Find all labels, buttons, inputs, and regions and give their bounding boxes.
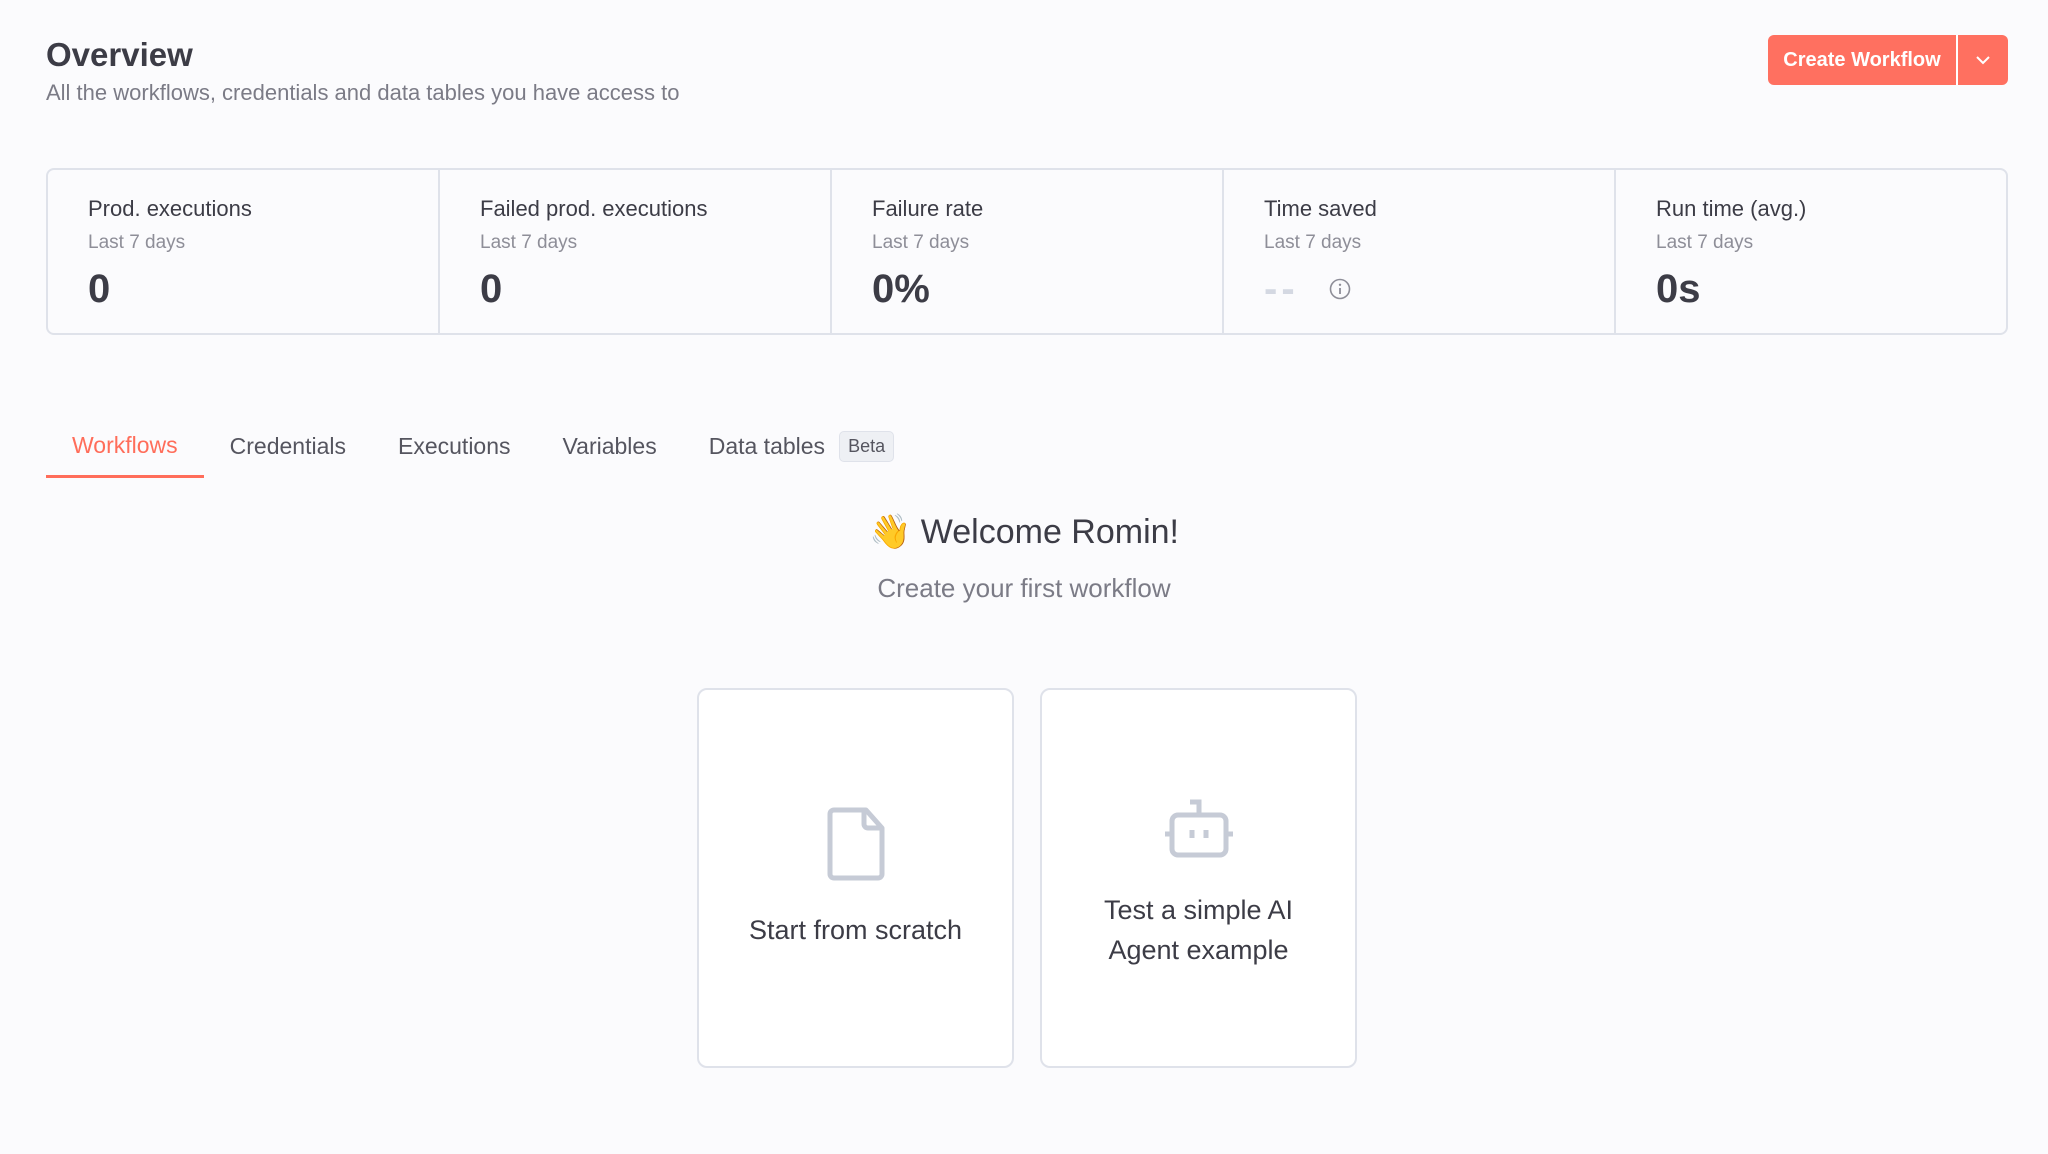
- start-from-scratch-card[interactable]: Start from scratch: [697, 688, 1014, 1068]
- page-title: Overview: [46, 36, 193, 73]
- stat-label: Failure rate: [872, 196, 984, 221]
- stat-value: --: [1264, 266, 1299, 311]
- file-icon: [827, 807, 884, 881]
- stat-period: Last 7 days: [872, 232, 970, 253]
- stat-value: 0%: [872, 266, 930, 311]
- stat-value: 0: [88, 266, 111, 311]
- welcome-subtitle: Create your first workflow: [877, 573, 1171, 603]
- page-subtitle: All the workflows, credentials and data …: [46, 80, 680, 105]
- robot-icon: [1164, 799, 1233, 858]
- stat-run-time[interactable]: Run time (avg.) Last 7 days 0s: [1616, 170, 2006, 333]
- create-workflow-button[interactable]: Create Workflow: [1768, 35, 1958, 85]
- stat-period: Last 7 days: [88, 232, 186, 253]
- welcome-heading: 👋 Welcome Romin!: [0, 512, 2048, 552]
- stat-label: Prod. executions: [88, 196, 252, 221]
- tab-executions[interactable]: Executions: [398, 433, 511, 459]
- stat-failure-rate[interactable]: Failure rate Last 7 days 0%: [832, 170, 1224, 333]
- tab-variables[interactable]: Variables: [562, 433, 657, 459]
- stat-label: Time saved: [1264, 196, 1377, 221]
- welcome-title: Welcome Romin!: [920, 513, 1180, 551]
- stat-failed-executions[interactable]: Failed prod. executions Last 7 days 0: [440, 170, 832, 333]
- stat-prod-executions[interactable]: Prod. executions Last 7 days 0: [48, 170, 440, 333]
- stats-panel: Prod. executions Last 7 days 0 Failed prod…: [46, 168, 2008, 335]
- beta-badge: Beta: [839, 431, 895, 462]
- stat-value: 0s: [1656, 266, 1701, 311]
- stat-label: Failed prod. executions: [480, 196, 708, 221]
- tab-workflows[interactable]: Workflows: [46, 425, 204, 478]
- stat-period: Last 7 days: [480, 232, 578, 253]
- tab-credentials[interactable]: Credentials: [229, 433, 346, 459]
- card-label: Test a simple AI Agent example: [1103, 895, 1294, 965]
- create-workflow-dropdown[interactable]: [1958, 35, 2008, 85]
- stat-value-row: --: [1264, 266, 1574, 312]
- wave-emoji-icon: 👋: [868, 513, 912, 551]
- stat-value: 0: [480, 266, 503, 311]
- create-workflow-split-button: Create Workflow: [1768, 35, 2008, 85]
- stat-period: Last 7 days: [1264, 232, 1362, 253]
- tab-data-tables[interactable]: Data tables Beta: [683, 425, 920, 478]
- tab-label: Data tables: [708, 433, 826, 459]
- stat-period: Last 7 days: [1656, 232, 1754, 253]
- info-icon[interactable]: [1329, 278, 1351, 300]
- card-label: Start from scratch: [748, 915, 963, 945]
- tabs: Workflows Credentials Executions Variabl…: [46, 425, 920, 478]
- stat-time-saved[interactable]: Time saved Last 7 days --: [1224, 170, 1616, 333]
- stat-label: Run time (avg.): [1656, 196, 1807, 221]
- chevron-down-icon: [1976, 56, 1990, 65]
- ai-agent-example-card[interactable]: Test a simple AI Agent example: [1040, 688, 1357, 1068]
